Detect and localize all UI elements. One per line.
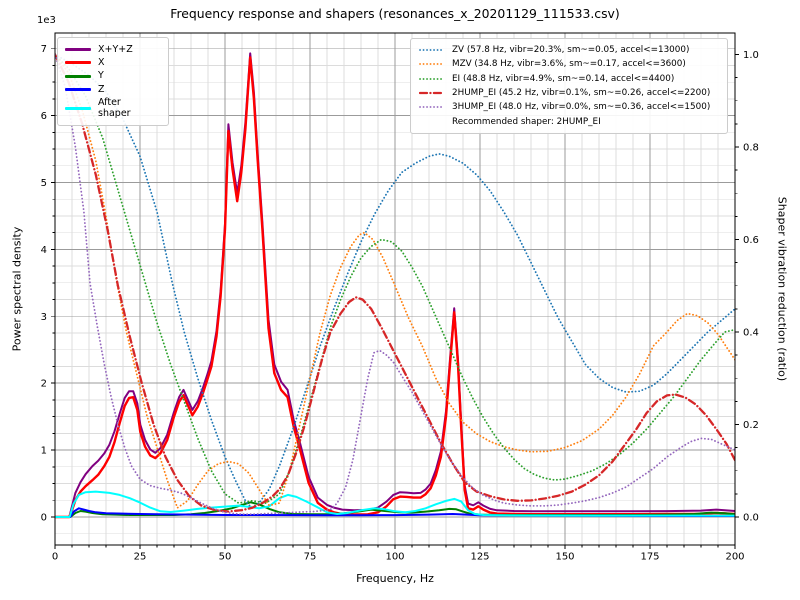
x-tick-label: 50 <box>219 552 232 563</box>
legend-line-swatch <box>419 77 445 80</box>
legend-item-after-shaper: After shaper <box>65 97 161 119</box>
x-tick-label: 75 <box>304 552 317 563</box>
axis-ticks <box>51 48 739 549</box>
x-tick-label: 100 <box>385 552 404 563</box>
y-right-tick-label: 1.0 <box>743 50 759 61</box>
legend-item-zv: ZV (57.8 Hz, vibr=20.3%, sm~=0.05, accel… <box>419 43 719 57</box>
legend-line-swatch <box>65 61 91 65</box>
legend-item-2hump-ei: 2HUMP_EI (45.2 Hz, vibr=0.1%, sm~=0.26, … <box>419 86 719 100</box>
x-tick-label: 125 <box>470 552 489 563</box>
legend-item-y: Y <box>65 70 161 81</box>
curve-zv <box>55 53 735 509</box>
y-right-axis-label: Shaper vibration reduction (ratio) <box>775 196 789 382</box>
legend-item-label: MZV (34.8 Hz, vibr=3.6%, sm~=0.17, accel… <box>452 59 686 70</box>
legend-item-label: X <box>98 57 105 69</box>
y-left-tick-label: 3 <box>41 312 47 323</box>
curve-mzv <box>55 53 735 509</box>
y-left-tick-label: 2 <box>41 379 47 390</box>
legend-line-swatch <box>65 106 91 110</box>
legend-item-3hump-ei: 3HUMP_EI (48.0 Hz, vibr=0.0%, sm~=0.36, … <box>419 100 719 114</box>
legend-line-swatch <box>65 74 91 78</box>
legend-line-swatch <box>419 106 445 109</box>
legend-line-swatch <box>65 87 91 91</box>
y-left-tick-label: 6 <box>41 111 47 122</box>
y-right-tick-label: 0.2 <box>743 420 759 431</box>
curve-2hump-ei <box>55 53 735 513</box>
y-left-tick-label: 4 <box>41 245 47 256</box>
y-left-tick-label: 1 <box>41 446 47 457</box>
curve-after-shaper <box>55 490 735 518</box>
x-tick-label: 150 <box>555 552 574 563</box>
tick-labels: 0 25 50 75 100 125 150 175 200 0 1 2 3 4 5 6 7 0.0 0.2 0.4 0… <box>41 44 759 562</box>
y-left-tick-label: 5 <box>41 178 47 189</box>
x-tick-label: 200 <box>725 552 744 563</box>
legend-item-label: X+Y+Z <box>98 44 133 55</box>
legend-item-label: After shaper <box>98 96 131 120</box>
signals-legend: X+Y+Z X Y Z After shaper <box>57 37 169 127</box>
curves <box>55 52 735 519</box>
legend-line-swatch <box>419 49 445 52</box>
legend-item-x-y-z: X+Y+Z <box>65 44 161 55</box>
legend-item-label: 2HUMP_EI (45.2 Hz, vibr=0.1%, sm~=0.26, … <box>452 88 711 99</box>
x-tick-label: 175 <box>640 552 659 563</box>
shapers-legend: ZV (57.8 Hz, vibr=20.3%, sm~=0.05, accel… <box>410 38 728 134</box>
legend-item-x: X <box>65 57 161 68</box>
y-right-tick-label: 0.6 <box>743 235 759 246</box>
legend-item-label: Z <box>98 83 105 95</box>
legend-item-label: ZV (57.8 Hz, vibr=20.3%, sm~=0.05, accel… <box>452 45 690 56</box>
legend-item-ei: EI (48.8 Hz, vibr=4.9%, sm~=0.14, accel<… <box>419 72 719 86</box>
y-right-tick-label: 0.8 <box>743 143 759 154</box>
curve-x <box>55 56 735 519</box>
curve-ei <box>55 53 735 504</box>
y-right-tick-label: 0.0 <box>743 513 759 524</box>
legend-item-label: 3HUMP_EI (48.0 Hz, vibr=0.0%, sm~=0.36, … <box>452 102 711 113</box>
x-tick-label: 25 <box>134 552 147 563</box>
legend-line-swatch <box>419 91 445 95</box>
y-right-tick-label: 0.4 <box>743 328 759 339</box>
legend-item-label: Y <box>98 70 104 82</box>
legend-item-label: EI (48.8 Hz, vibr=4.9%, sm~=0.14, accel<… <box>452 73 675 84</box>
x-axis-label: Frequency, Hz <box>356 572 434 585</box>
legend-line-swatch <box>65 48 91 52</box>
y-left-tick-label: 0 <box>41 512 47 523</box>
y-left-offset-label: 1e3 <box>37 15 56 26</box>
y-left-tick-label: 7 <box>41 44 47 55</box>
chart-title: Frequency response and shapers (resonanc… <box>170 6 620 21</box>
legend-item-z: Z <box>65 84 161 95</box>
y-left-axis-label: Power spectral density <box>10 226 24 352</box>
x-tick-label: 0 <box>52 552 58 563</box>
legend-line-swatch <box>419 63 445 66</box>
legend-item-mzv: MZV (34.8 Hz, vibr=3.6%, sm~=0.17, accel… <box>419 57 719 71</box>
recommended-shaper-text: Recommended shaper: 2HUMP_EI <box>452 116 601 127</box>
